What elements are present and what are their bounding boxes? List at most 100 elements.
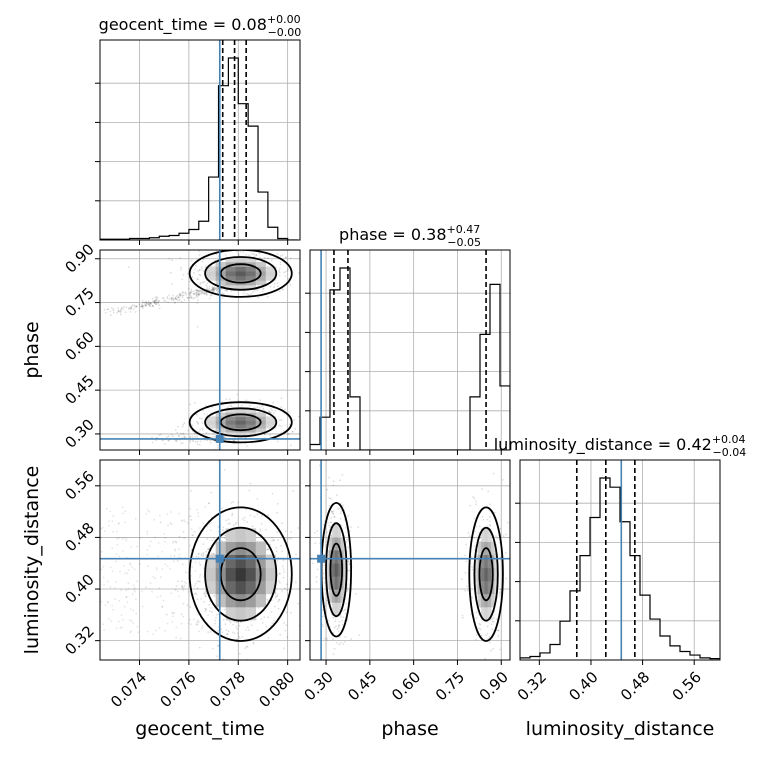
scatter-geocent-time-vs-phase-sample-point (280, 406, 283, 409)
scatter-geocent-time-vs-phase-density-cell (205, 266, 217, 272)
scatter-geocent-time-vs-phase-sample-point (208, 287, 211, 290)
scatter-geocent-time-vs-phase-density-cell (235, 416, 247, 421)
scatter-geocent-time-vs-phase-sample-point (206, 288, 209, 290)
scatter-geocent-time-vs-phase-sample-point (201, 290, 204, 292)
scatter-geocent-time-vs-phase-density-cell (205, 424, 217, 429)
scatter-phase-vs-luminosity-distance-density-cell (331, 589, 336, 603)
scatter-geocent-time-vs-luminosity-distance-sample-point (118, 555, 121, 558)
scatter-geocent-time-vs-phase-sample-point (190, 288, 193, 291)
scatter-geocent-time-vs-phase-sample-point (117, 310, 120, 313)
scatter-geocent-time-vs-luminosity-distance-sample-point (209, 529, 212, 532)
scatter-geocent-time-vs-luminosity-distance-sample-point (260, 522, 263, 525)
scatter-phase-vs-luminosity-distance-density-cell (481, 606, 485, 621)
scatter-phase-vs-luminosity-distance-density-cell (334, 550, 339, 564)
scatter-geocent-time-vs-luminosity-distance-sample-point (257, 606, 260, 609)
scatter-geocent-time-vs-luminosity-distance-sample-point (120, 589, 123, 592)
scatter-geocent-time-vs-phase-sample-point (162, 297, 165, 300)
scatter-geocent-time-vs-luminosity-distance-sample-point (127, 582, 130, 585)
scatter-geocent-time-vs-phase-density-cell (265, 271, 277, 277)
scatter-geocent-time-vs-phase-sample-point (280, 418, 283, 421)
scatter-geocent-time-vs-phase-sample-point (199, 274, 202, 277)
scatter-phase-vs-luminosity-distance-density-cell (481, 580, 485, 595)
scatter-geocent-time-vs-luminosity-distance-sample-point (214, 622, 216, 625)
scatter-geocent-time-vs-luminosity-distance-sample-point (208, 604, 210, 606)
scatter-geocent-time-vs-phase-sample-point (197, 421, 199, 424)
scatter-geocent-time-vs-luminosity-distance-sample-point (137, 631, 140, 634)
scatter-geocent-time-vs-phase-sample-point (198, 289, 200, 292)
scatter-geocent-time-vs-luminosity-distance-sample-point (109, 510, 111, 513)
scatter-phase-vs-luminosity-distance-sample-point (341, 623, 344, 626)
scatter-geocent-time-vs-luminosity-distance-sample-point (288, 537, 291, 540)
scatter-geocent-time-vs-phase-density-cell (225, 261, 237, 267)
scatter-geocent-time-vs-luminosity-distance-sample-point (178, 554, 181, 556)
scatter-geocent-time-vs-luminosity-distance-sample-point (286, 636, 289, 639)
scatter-phase-vs-luminosity-distance-sample-point (329, 521, 332, 524)
scatter-geocent-time-vs-luminosity-distance-sample-point (118, 537, 121, 539)
scatter-geocent-time-vs-phase-sample-point (196, 302, 199, 304)
scatter-geocent-time-vs-phase-sample-point (130, 308, 132, 310)
scatter-geocent-time-vs-phase-sample-point (213, 286, 216, 289)
scatter-geocent-time-vs-phase-sample-point (232, 439, 235, 442)
scatter-geocent-time-vs-phase-sample-point (180, 293, 182, 295)
scatter-geocent-time-vs-phase-sample-point (154, 299, 157, 302)
scatter-geocent-time-vs-luminosity-distance-sample-point (283, 587, 286, 589)
scatter-phase-vs-luminosity-distance-sample-point (332, 638, 334, 641)
title-phase: phase = 0.38+0.47 −0.05 (339, 223, 481, 249)
scatter-geocent-time-vs-luminosity-distance-sample-point (276, 560, 279, 562)
scatter-geocent-time-vs-luminosity-distance-sample-point (187, 622, 190, 625)
scatter-geocent-time-vs-luminosity-distance-sample-point (278, 599, 281, 601)
scatter-geocent-time-vs-phase-sample-point (167, 435, 170, 438)
scatter-geocent-time-vs-phase-sample-point (197, 430, 200, 433)
scatter-geocent-time-vs-luminosity-distance-density-cell (265, 580, 277, 595)
scatter-geocent-time-vs-luminosity-distance-sample-point (217, 645, 219, 648)
scatter-geocent-time-vs-luminosity-distance-sample-point (111, 520, 114, 522)
scatter-geocent-time-vs-phase-sample-point (180, 442, 183, 444)
scatter-geocent-time-vs-phase-density-cell (205, 420, 217, 425)
title-prefix: phase = 0.38 (339, 225, 446, 244)
scatter-geocent-time-vs-luminosity-distance-sample-point (181, 584, 184, 587)
hist-geocent-time-frame (99, 39, 301, 241)
scatter-geocent-time-vs-phase-density-cell (235, 284, 247, 290)
scatter-phase-vs-luminosity-distance-density-cell (494, 554, 498, 569)
scatter-geocent-time-vs-luminosity-distance-sample-point (275, 550, 278, 552)
scatter-geocent-time-vs-luminosity-distance-density-cell (255, 593, 267, 608)
scatter-geocent-time-vs-phase-sample-point (208, 297, 211, 300)
scatter-geocent-time-vs-phase-sample-point (201, 260, 204, 263)
scatter-geocent-time-vs-luminosity-distance-sample-point (151, 590, 153, 593)
scatter-geocent-time-vs-luminosity-distance-sample-point (248, 489, 251, 492)
scatter-geocent-time-vs-luminosity-distance-sample-point (202, 543, 205, 546)
scatter-geocent-time-vs-phase-sample-point (175, 296, 177, 298)
scatter-geocent-time-vs-phase-sample-point (129, 306, 132, 309)
scatter-phase-vs-luminosity-distance-sample-point (333, 647, 336, 650)
scatter-geocent-time-vs-phase-sample-point (251, 291, 254, 294)
scatter-geocent-time-vs-phase-sample-point (194, 289, 197, 292)
scatter-geocent-time-vs-luminosity-distance-sample-point (161, 605, 164, 608)
scatter-geocent-time-vs-luminosity-distance-sample-point (183, 537, 186, 539)
scatter-geocent-time-vs-phase-sample-point (212, 433, 215, 436)
scatter-geocent-time-vs-luminosity-distance-sample-point (129, 608, 132, 610)
scatter-geocent-time-vs-luminosity-distance-sample-point (207, 614, 209, 617)
scatter-phase-vs-luminosity-distance-sample-point (479, 623, 482, 626)
scatter-geocent-time-vs-phase-sample-point (278, 274, 281, 277)
scatter-geocent-time-vs-luminosity-distance-sample-point (172, 612, 174, 615)
scatter-geocent-time-vs-luminosity-distance-density-cell (235, 606, 247, 621)
scatter-geocent-time-vs-luminosity-distance-density-cell (225, 541, 237, 555)
scatter-geocent-time-vs-phase-sample-point (148, 301, 151, 304)
scatter-geocent-time-vs-phase-sample-point (255, 254, 258, 257)
scatter-geocent-time-vs-phase-sample-point (290, 444, 292, 447)
scatter-geocent-time-vs-phase-sample-point (216, 286, 219, 289)
scatter-geocent-time-vs-luminosity-distance-sample-point (223, 608, 226, 611)
scatter-geocent-time-vs-phase-sample-point (168, 294, 170, 296)
scatter-phase-vs-luminosity-distance-sample-point (345, 603, 348, 605)
scatter-geocent-time-vs-luminosity-distance-sample-point (100, 600, 102, 603)
scatter-geocent-time-vs-luminosity-distance-sample-point (195, 593, 198, 596)
scatter-phase-vs-luminosity-distance-sample-point (337, 626, 340, 629)
scatter-geocent-time-vs-phase-sample-point (196, 296, 199, 298)
scatter-geocent-time-vs-phase-sample-point (224, 436, 227, 438)
scatter-geocent-time-vs-luminosity-distance-sample-point (198, 646, 201, 649)
scatter-geocent-time-vs-luminosity-distance-contour-1-3 (219, 547, 262, 602)
scatter-phase-vs-luminosity-distance-sample-point (499, 527, 502, 530)
scatter-geocent-time-vs-phase-sample-point (180, 300, 183, 303)
scatter-geocent-time-vs-phase-sample-point (215, 287, 217, 289)
scatter-geocent-time-vs-phase-truth-marker (215, 434, 224, 443)
